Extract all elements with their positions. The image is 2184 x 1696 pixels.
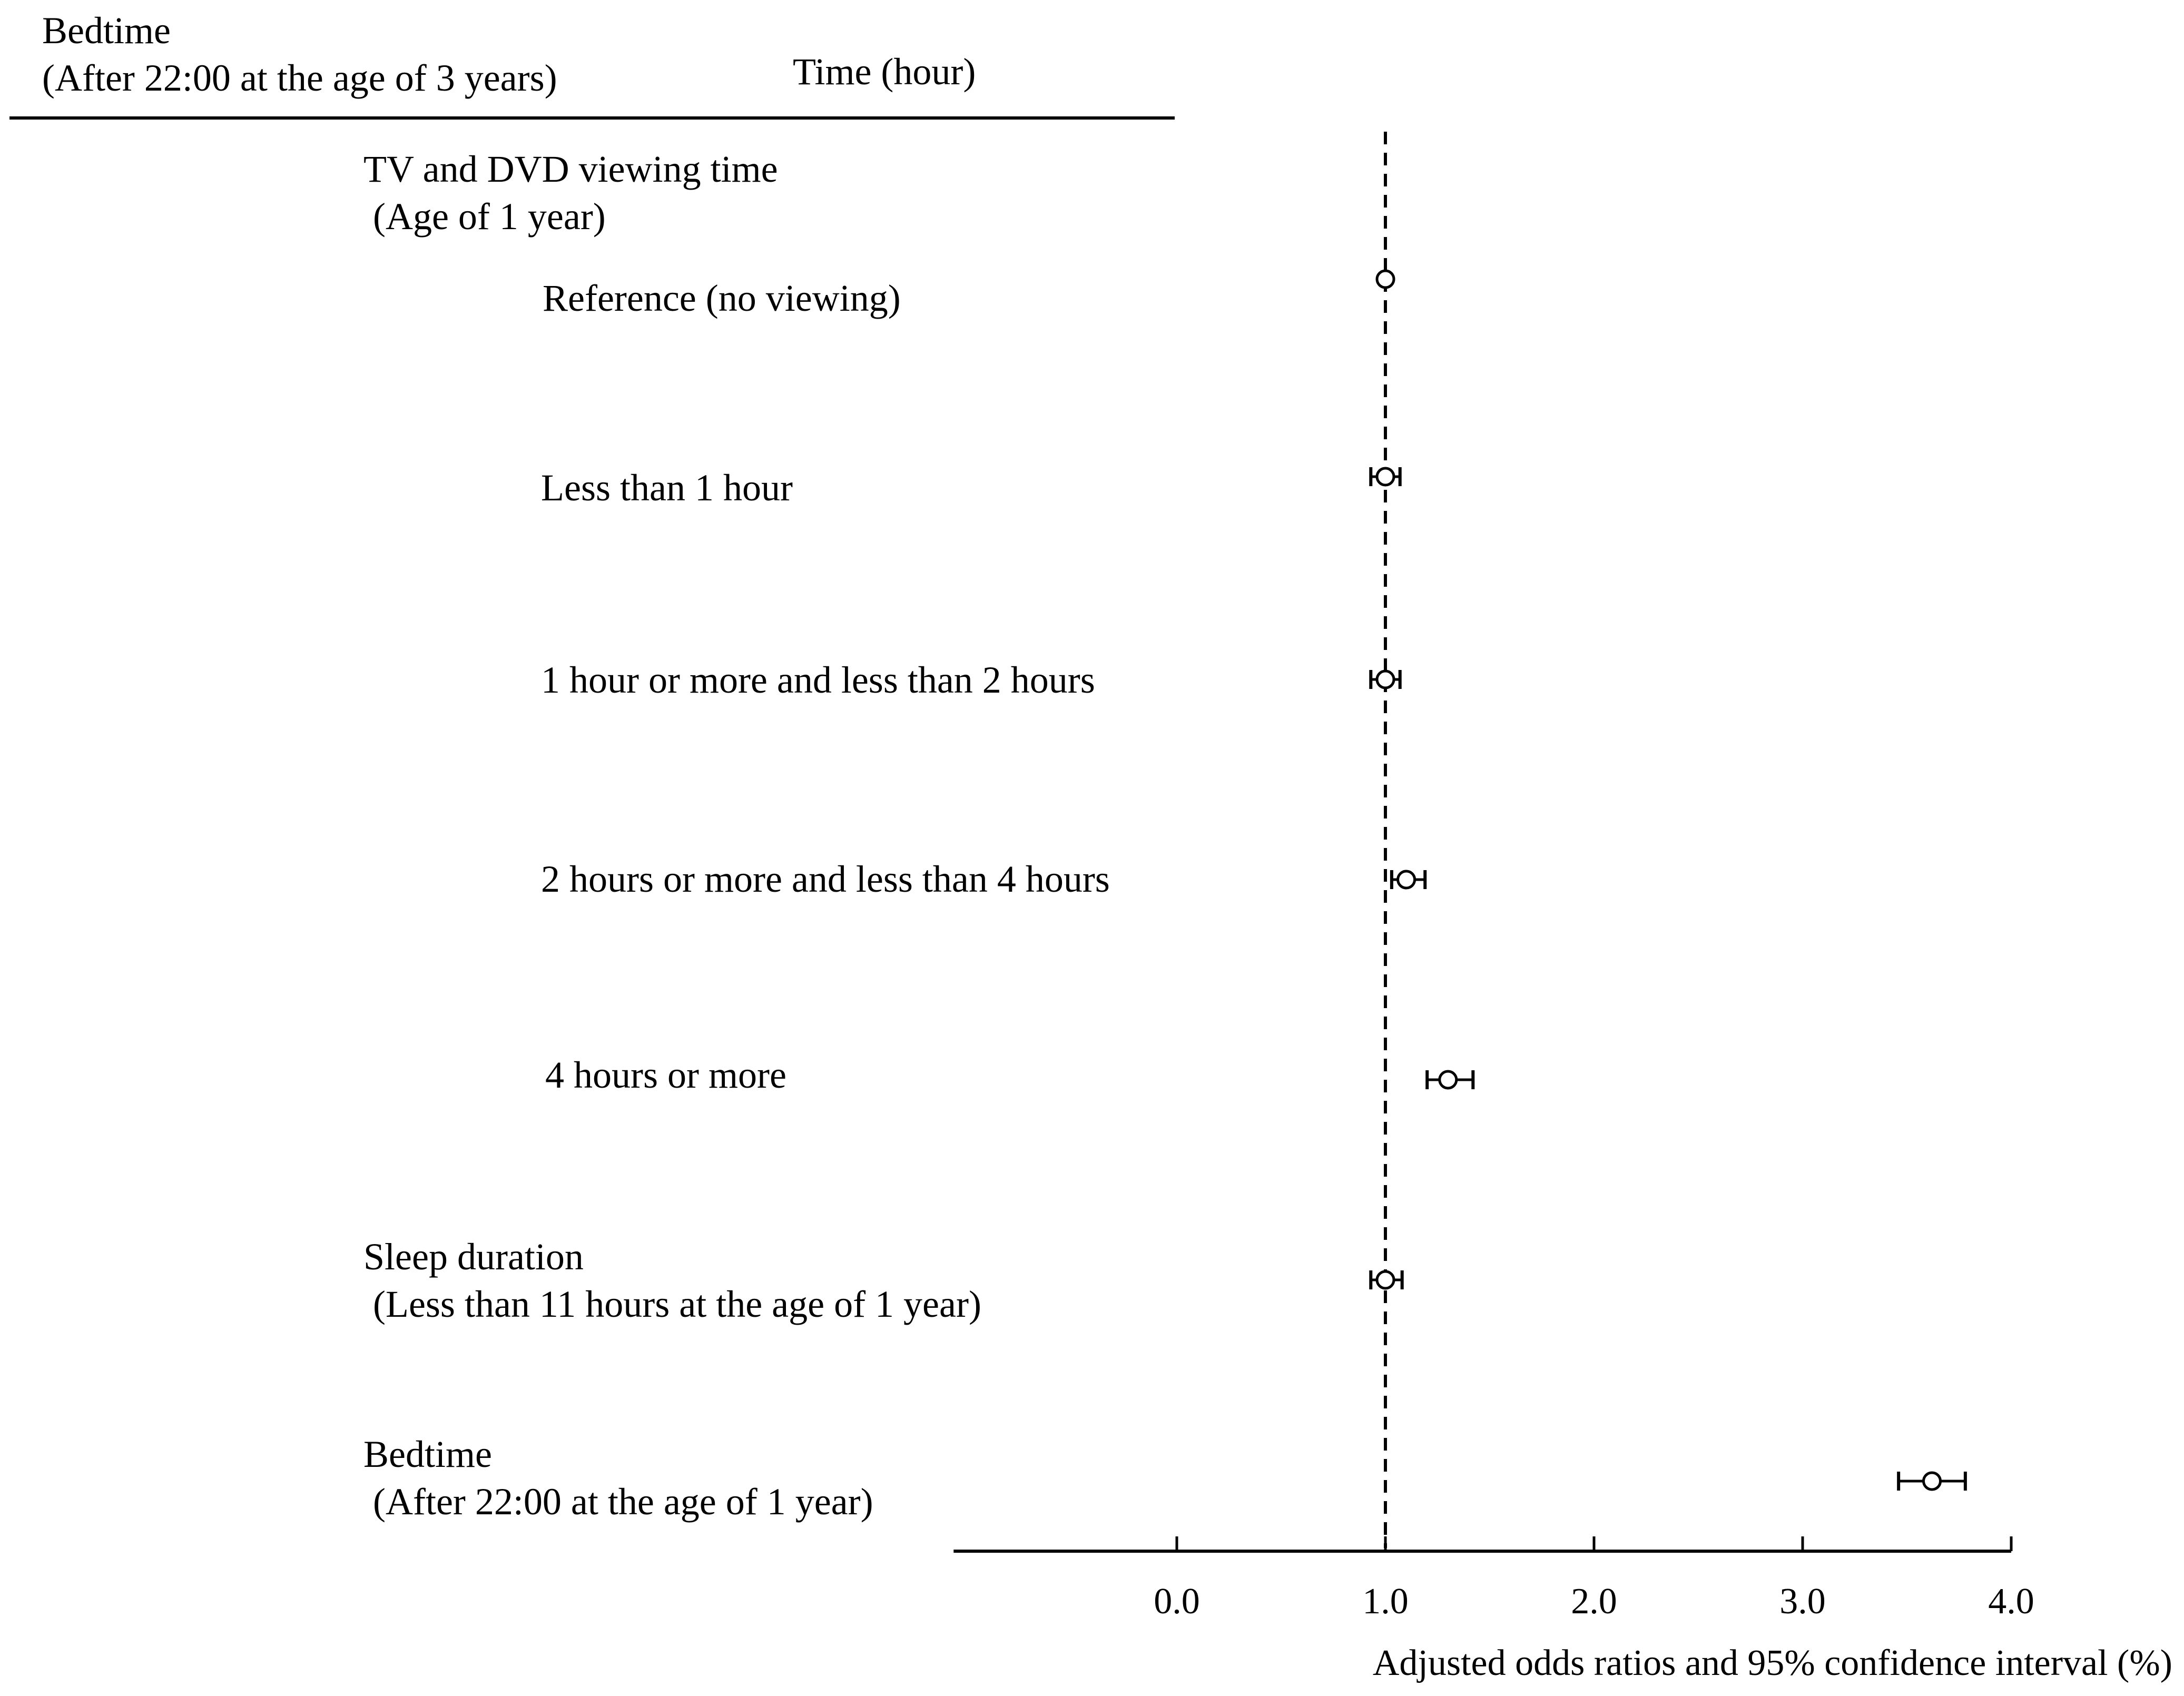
row-label-4h-plus: 4 hours or more	[545, 1054, 786, 1096]
x-tick-label: 4.0	[1988, 1581, 2034, 1622]
odds-ratio-point	[1375, 467, 1395, 487]
unit-label: Time (hour)	[793, 51, 976, 93]
odds-ratio-point	[1375, 1270, 1395, 1290]
row-label-bedtime: Bedtime	[363, 1433, 492, 1475]
forest-marks	[1369, 132, 1967, 1548]
outcome-title: Bedtime	[42, 9, 171, 52]
row-label-reference: Reference (no viewing)	[543, 277, 901, 319]
x-axis: 0.0 1.0 2.0 3.0 4.0	[953, 1536, 2034, 1622]
row-sublabel-bedtime: (After 22:00 at the age of 1 year)	[373, 1481, 873, 1523]
odds-ratio-point	[1438, 1070, 1458, 1090]
x-tick-label: 2.0	[1571, 1581, 1617, 1622]
row-label-2-4h: 2 hours or more and less than 4 hours	[541, 858, 1110, 900]
odds-ratio-point	[1396, 870, 1416, 890]
odds-ratio-point	[1375, 669, 1395, 689]
x-tick-label: 3.0	[1779, 1581, 1826, 1622]
row-label-1-2h: 1 hour or more and less than 2 hours	[541, 659, 1095, 701]
row-label-less-1h: Less than 1 hour	[541, 467, 793, 509]
group-label-tv-viewing: TV and DVD viewing time	[363, 148, 778, 190]
outcome-subtitle: (After 22:00 at the age of 3 years)	[42, 57, 557, 99]
group-sublabel-tv-viewing: (Age of 1 year)	[373, 195, 606, 238]
row-sublabel-sleep-duration: (Less than 11 hours at the age of 1 year…	[373, 1283, 981, 1325]
x-tick-label: 1.0	[1362, 1581, 1409, 1622]
odds-ratio-point	[1375, 269, 1395, 289]
x-tick-label: 0.0	[1154, 1581, 1200, 1622]
odds-ratio-point	[1922, 1471, 1942, 1491]
row-labels: TV and DVD viewing time (Age of 1 year) …	[363, 148, 1110, 1523]
row-label-sleep-duration: Sleep duration	[363, 1236, 584, 1278]
x-axis-label: Adjusted odds ratios and 95% confidence …	[1373, 1643, 2172, 1683]
